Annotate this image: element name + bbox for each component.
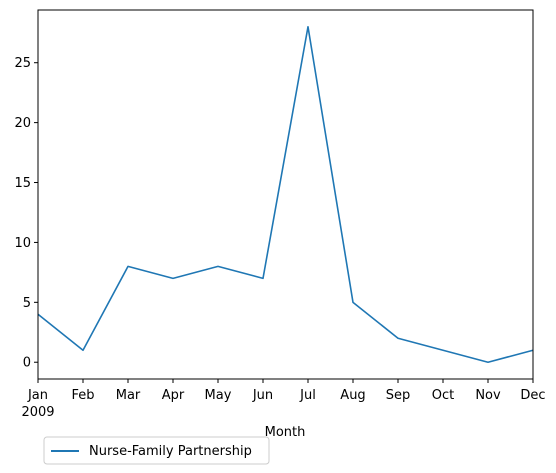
x-tick-label: Dec [520,388,545,403]
y-tick-label: 15 [14,176,31,191]
x-tick-label: Mar [116,388,141,403]
x-tick-label: Feb [71,388,94,403]
x-tick-label: Jan [27,388,48,403]
x-axis-ticks: Jan Feb Mar Apr May Jun Jul Aug Sep Oct Nov Dec 2009 [21,379,546,420]
legend: Nurse-Family Partnership [43,436,270,465]
x-tick-label: Sep [386,388,411,403]
x-tick-label: Jul [299,388,316,403]
x-tick-label: May [205,388,232,403]
x-tick-year-label: 2009 [21,405,54,420]
legend-label: Nurse-Family Partnership [89,444,252,459]
y-axis-ticks: 0 5 10 15 20 25 [14,56,38,371]
series-line [37,25,534,364]
y-tick-label: 20 [14,116,31,131]
series-layer [37,25,534,364]
legend-box [43,436,270,465]
x-tick-label: Apr [162,388,185,403]
x-tick-label: Aug [340,388,365,403]
x-axis-label: Month [265,425,306,440]
x-tick-label: Jun [252,388,273,403]
y-tick-label: 0 [23,356,31,371]
x-tick-label: Nov [475,388,501,403]
x-tick-label: Oct [432,388,454,403]
y-tick-label: 5 [23,296,31,311]
plot-frame [37,9,534,380]
y-tick-label: 10 [14,236,31,251]
y-tick-label: 25 [14,56,31,71]
